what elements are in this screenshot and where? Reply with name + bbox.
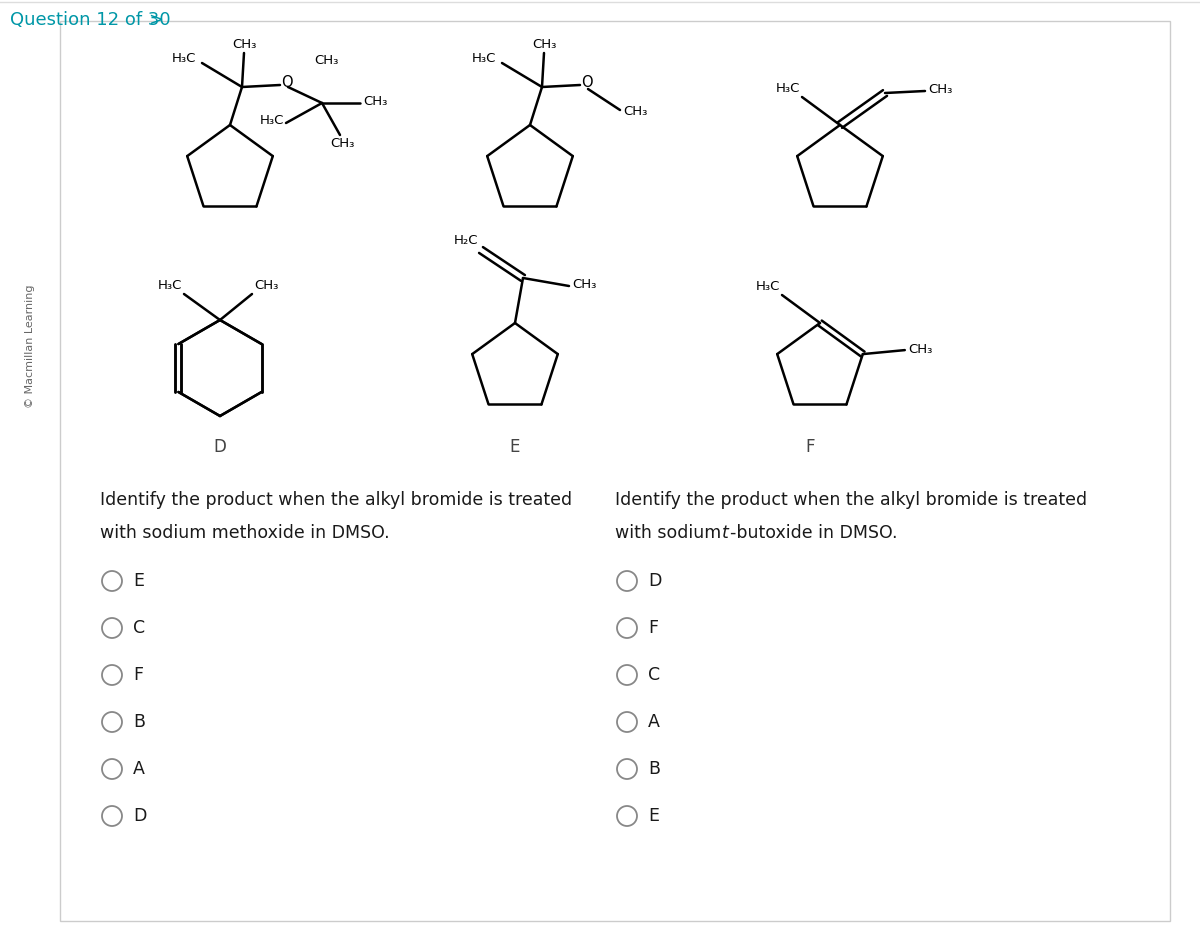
Text: CH₃: CH₃ [907,342,932,356]
Text: H₃C: H₃C [472,52,496,65]
Text: >: > [148,11,163,29]
Text: B: B [648,760,660,778]
Text: CH₃: CH₃ [928,83,953,96]
Text: with sodium methoxide in DMSO.: with sodium methoxide in DMSO. [100,524,390,542]
Text: © Macmillan Learning: © Macmillan Learning [25,284,35,408]
Text: H₃C: H₃C [259,114,284,128]
Text: Identify the product when the alkyl bromide is treated: Identify the product when the alkyl brom… [616,491,1087,509]
Text: D: D [648,572,661,590]
Text: C: C [133,619,145,637]
Text: F: F [648,619,658,637]
Text: with sodium: with sodium [616,524,727,542]
Text: H₃C: H₃C [157,279,182,292]
Text: E: E [133,572,144,590]
Text: H₃C: H₃C [172,52,196,65]
Text: O: O [581,76,593,91]
Text: A: A [648,713,660,731]
Text: CH₃: CH₃ [330,137,354,150]
Text: O: O [281,76,293,91]
Text: -butoxide in DMSO.: -butoxide in DMSO. [730,524,898,542]
Text: E: E [648,807,659,825]
Text: E: E [510,438,520,456]
Text: CH₃: CH₃ [232,38,256,51]
Text: A: A [133,760,145,778]
Text: CH₃: CH₃ [623,106,647,118]
Text: F: F [805,438,815,456]
Text: H₃C: H₃C [775,82,800,95]
Text: H₂C: H₂C [454,234,478,247]
Text: Identify the product when the alkyl bromide is treated: Identify the product when the alkyl brom… [100,491,572,509]
Text: CH₃: CH₃ [254,279,278,292]
Text: t: t [722,524,728,542]
Text: D: D [133,807,146,825]
Text: B: B [133,713,145,731]
Text: CH₃: CH₃ [364,96,388,109]
Text: H₃C: H₃C [756,280,780,293]
Text: F: F [133,666,143,684]
Text: CH₃: CH₃ [532,38,556,51]
Text: CH₃: CH₃ [314,54,338,67]
Text: D: D [214,438,227,456]
Text: C: C [648,666,660,684]
Text: Question 12 of 30: Question 12 of 30 [10,11,170,29]
Text: CH₃: CH₃ [572,278,596,291]
